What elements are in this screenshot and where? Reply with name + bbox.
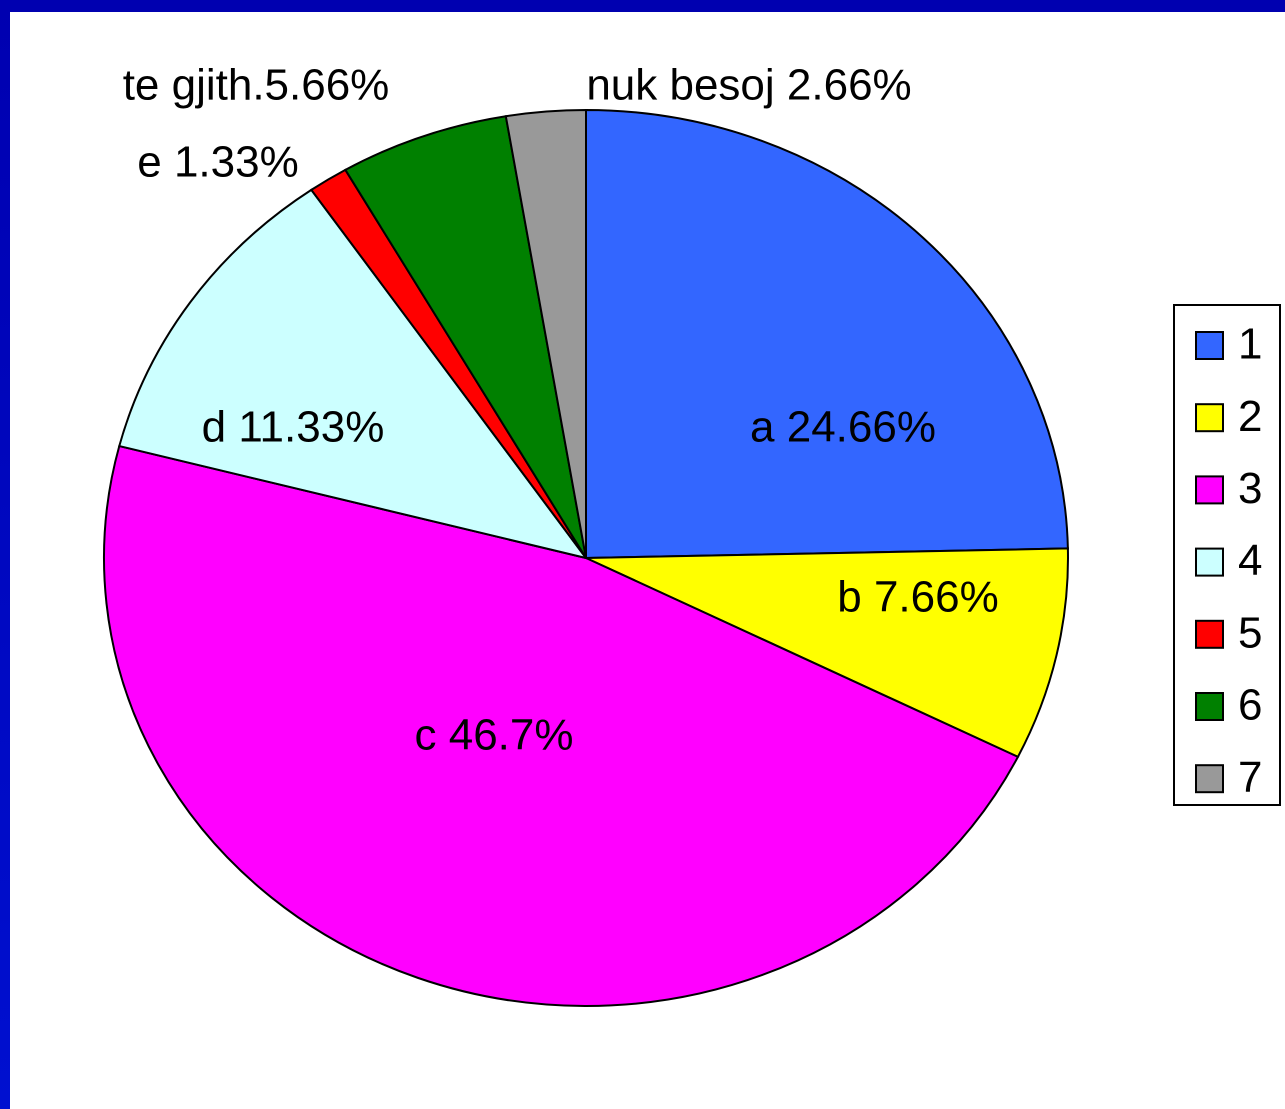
slice-label: te gjith.5.66%: [123, 61, 390, 110]
legend-label: 5: [1238, 608, 1262, 657]
legend-swatch: [1195, 475, 1224, 505]
slice-label: nuk besoj 2.66%: [586, 61, 911, 110]
pie-slice: [118, 188, 589, 560]
legend-label: 6: [1238, 681, 1262, 730]
legend-label: 1: [1238, 320, 1262, 369]
legend-box: [1173, 304, 1281, 806]
legend-swatch: [1195, 403, 1224, 433]
slice-label: a 24.66%: [750, 403, 936, 452]
pie-slice: [585, 547, 1069, 759]
pie-slice: [585, 108, 1069, 560]
legend-label: 4: [1238, 536, 1262, 585]
legend-swatch: [1195, 619, 1224, 649]
pie-slice: [103, 444, 1020, 1007]
legend-label: 3: [1238, 464, 1262, 513]
slice-label: b 7.66%: [837, 573, 998, 622]
slice-label: e 1.33%: [137, 138, 298, 187]
legend-swatch: [1195, 331, 1224, 360]
legend: 1 2 3 4 5 6 7: [1173, 304, 1281, 806]
slice-label: d 11.33%: [202, 403, 385, 452]
legend-label: 2: [1238, 392, 1262, 441]
legend-swatch: [1195, 547, 1224, 577]
pie-slice: [504, 108, 587, 559]
legend-label: 7: [1238, 753, 1262, 802]
legend-swatch: [1195, 764, 1224, 794]
slice-label: c 46.7%: [415, 711, 574, 760]
legend-swatch: [1195, 692, 1224, 721]
